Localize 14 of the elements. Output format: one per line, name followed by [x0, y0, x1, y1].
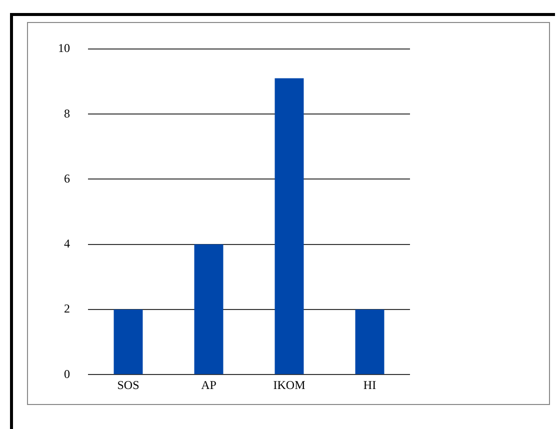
x-tick-label: SOS	[117, 378, 140, 392]
x-tick-label: HI	[363, 378, 376, 392]
y-tick-label: 10	[58, 41, 70, 56]
y-tick-label: 0	[64, 366, 70, 381]
bar	[194, 244, 224, 374]
x-tick-label: IKOM	[273, 378, 306, 392]
bar	[274, 78, 304, 374]
y-tick-label: 8	[64, 106, 70, 120]
y-tick-label: 4	[64, 236, 70, 251]
y-tick-label: 2	[64, 302, 70, 316]
bar	[114, 309, 143, 374]
y-tick-label: 6	[64, 171, 70, 186]
bar	[355, 309, 384, 374]
x-tick-label: AP	[201, 378, 217, 392]
